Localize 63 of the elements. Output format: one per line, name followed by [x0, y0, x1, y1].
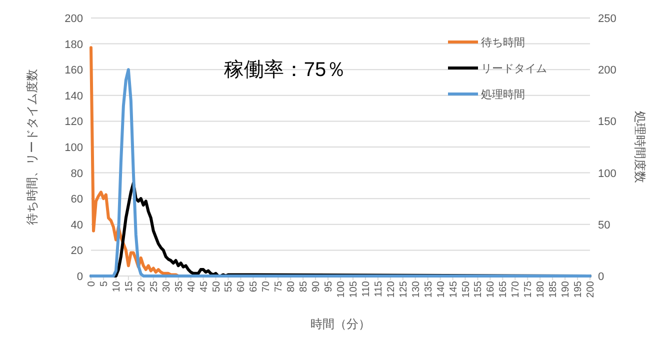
x-tick-label: 160: [486, 280, 497, 298]
x-tick-label: 170: [510, 280, 522, 298]
x-tick-label: 135: [423, 280, 434, 298]
y2-axis-title: 処理時間度数: [633, 111, 647, 183]
x-tick-label: 60: [236, 280, 248, 292]
y-tick-label: 60: [70, 194, 83, 206]
x-tick-label: 35: [174, 280, 185, 292]
y-tick-label: 160: [64, 64, 83, 77]
annotation: 稼働率：75％: [224, 59, 346, 81]
y-tick-label: 180: [64, 38, 83, 51]
x-tick-label: 15: [124, 280, 135, 292]
y-tick-label: 140: [64, 90, 83, 102]
x-tick-label: 95: [324, 280, 335, 292]
x-tick-label: 110: [360, 280, 372, 297]
x-tick-label: 90: [311, 280, 322, 292]
y-tick-label: 100: [64, 142, 83, 154]
y-tick-label: 120: [64, 116, 83, 128]
x-tick-label: 155: [473, 280, 484, 298]
x-tick-label: 40: [186, 280, 198, 292]
x-tick-label: 0: [86, 280, 98, 287]
y2-tick-label: 50: [598, 219, 610, 232]
x-tick-label: 120: [386, 280, 397, 298]
x-tick-label: 150: [460, 280, 472, 298]
y2-tick-label: 200: [598, 64, 616, 77]
x-tick-label: 85: [298, 280, 310, 292]
y-tick-label: 20: [70, 245, 83, 258]
x-tick-label: 200: [586, 280, 596, 298]
legend-label: 処理時間: [481, 88, 525, 101]
y2-tick-label: 250: [598, 13, 616, 25]
x-tick-label: 25: [148, 280, 160, 292]
x-tick-label: 145: [448, 280, 460, 298]
y-tick-label: 200: [64, 13, 83, 25]
x-tick-label: 140: [436, 280, 447, 298]
x-tick-label: 45: [198, 280, 210, 292]
y-axis-title: 待ち時間、リードタイム度数: [25, 69, 39, 225]
x-tick-label: 105: [348, 280, 360, 298]
x-tick-label: 165: [498, 280, 510, 298]
x-tick-label: 130: [410, 280, 422, 298]
x-tick-label: 195: [573, 280, 584, 298]
y2-tick-label: 150: [598, 116, 616, 128]
x-tick-label: 80: [286, 280, 298, 292]
y2-tick-label: 100: [598, 168, 616, 180]
x-tick-label: 50: [211, 280, 222, 292]
x-tick-label: 125: [398, 280, 410, 298]
x-tick-label: 190: [560, 280, 572, 298]
x-tick-label: 30: [161, 280, 172, 292]
x-tick-label: 185: [548, 280, 560, 298]
y-tick-label: 40: [70, 219, 83, 232]
x-tick-label: 100: [336, 280, 347, 298]
x-tick-label: 5: [98, 280, 110, 287]
legend-label: リードタイム: [481, 63, 547, 75]
x-tick-label: 65: [248, 280, 260, 292]
x-tick-label: 115: [373, 280, 384, 297]
x-tick-label: 70: [261, 280, 272, 292]
legend-label: 待ち時間: [481, 36, 525, 49]
x-tick-label: 55: [224, 280, 235, 292]
x-axis-title: 時間（分）: [310, 317, 370, 331]
x-tick-label: 175: [523, 280, 534, 298]
x-tick-label: 180: [536, 280, 547, 298]
x-tick-label: 10: [111, 280, 122, 292]
x-tick-label: 20: [136, 280, 148, 292]
y-tick-label: 80: [70, 168, 83, 180]
x-tick-label: 75: [274, 280, 285, 292]
